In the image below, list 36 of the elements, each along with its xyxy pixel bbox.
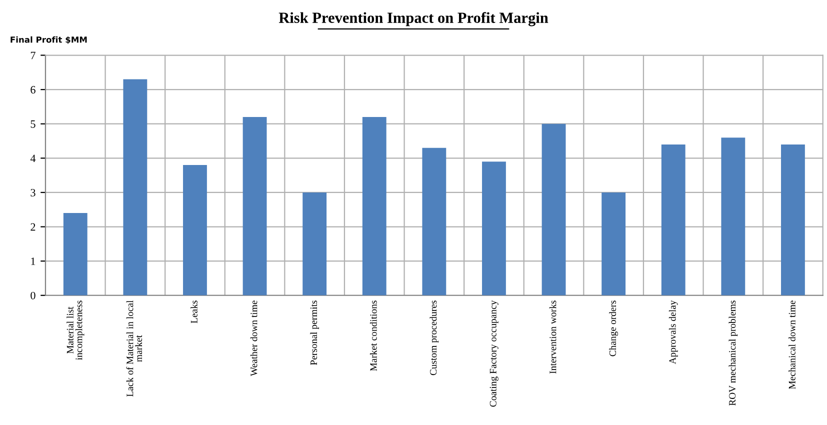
bar (661, 144, 686, 296)
y-tick-label: 3 (30, 188, 36, 196)
x-tick-label: Mechanical down time (788, 300, 796, 390)
bar (63, 213, 88, 296)
x-tick-label: Custom procedures (430, 300, 439, 376)
bar (123, 79, 148, 296)
x-tick-label: Intervention works (549, 300, 556, 374)
x-tick-label: Leaks (190, 300, 198, 324)
y-tick-label: 0 (30, 292, 36, 300)
x-tick-label: Approvals delay (668, 300, 678, 364)
y-tick-label: 4 (30, 154, 36, 162)
bar (721, 138, 746, 296)
y-tick-label: 1 (31, 258, 36, 265)
y-tick-label: 6 (30, 86, 36, 94)
x-tick-label: Weather down time (250, 300, 258, 376)
bar (542, 124, 566, 296)
bar (781, 144, 805, 296)
x-tick-label: Personal permits (310, 300, 319, 366)
x-tick-label: Change orders (609, 300, 618, 356)
bar (362, 116, 386, 296)
x-tick-label: Market conditions (370, 300, 377, 371)
chart-title: Risk Prevention Impact on Profit Margin (278, 12, 548, 26)
y-tick-label: 2 (30, 223, 36, 231)
y-tick-label: 7 (30, 52, 36, 60)
bar (422, 148, 446, 296)
x-tick-label: Material list incompleteness (66, 300, 84, 360)
y-tick-label: 5 (30, 120, 36, 128)
x-tick-label: Coating Factory occupancy (490, 300, 498, 407)
x-tick-label: ROV mechanical problems (728, 300, 738, 406)
bar (242, 116, 267, 296)
bar (183, 165, 207, 296)
bar (602, 192, 626, 296)
y-axis-title: Final Profit $MM (10, 36, 87, 44)
bar (482, 162, 506, 296)
bar (302, 192, 327, 296)
x-tick-label: Lack of Material in local market (126, 300, 142, 397)
